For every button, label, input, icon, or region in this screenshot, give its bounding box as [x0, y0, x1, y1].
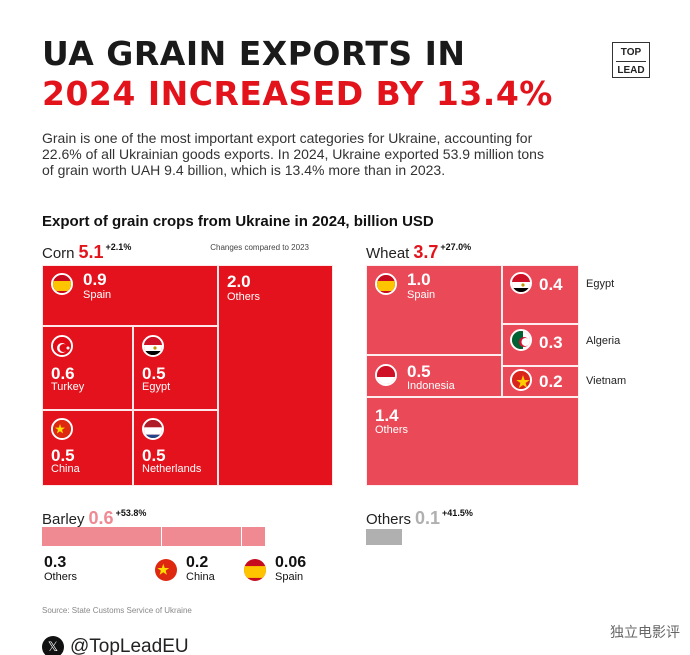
flag-indonesia-icon	[375, 364, 397, 386]
flag-spain-icon	[375, 273, 397, 295]
headline-line-1: UA GRAIN EXPORTS IN	[42, 34, 466, 73]
flag-algeria-icon	[510, 329, 532, 351]
wheat-algeria-label: Algeria	[586, 335, 621, 347]
corn-tile-others: 2.0 Others	[218, 265, 333, 486]
tile-value: 0.5	[142, 364, 166, 383]
wheat-tile-algeria: 0.3	[502, 324, 579, 366]
flag-spain-icon	[51, 273, 73, 295]
intro-paragraph: Grain is one of the most important expor…	[42, 130, 544, 178]
tile-country: Netherlands	[142, 463, 202, 475]
wheat-egypt-label: Egypt	[586, 278, 615, 290]
change-note-text: Changes compared to 2023	[210, 243, 309, 252]
chart-subtitle: Export of grain crops from Ukraine in 20…	[42, 213, 434, 230]
barley-header: Barley 0.6 +53.8%	[42, 508, 146, 529]
wheat-change: +27.0%	[440, 242, 472, 252]
wheat-vietnam-label: Vietnam	[586, 375, 627, 387]
barley-segment-others	[42, 527, 162, 546]
tile-country: Others	[375, 424, 409, 436]
barley-spain: 0.06 Spain	[275, 554, 307, 584]
corn-header: Corn 5.1 +2.1%	[42, 242, 131, 263]
tile-value: 0.5	[407, 362, 431, 381]
flag-china-icon	[153, 557, 179, 583]
x-icon: 𝕏	[42, 636, 64, 655]
tile-country: Turkey	[51, 381, 85, 393]
flag-egypt-icon	[510, 272, 532, 294]
wheat-header: Wheat 3.7 +27.0%	[366, 242, 471, 263]
tile-value: 2.0	[227, 272, 251, 291]
tile-value: 0.5	[51, 446, 75, 465]
tile-value: 1.4	[375, 406, 399, 425]
corn-tile-netherlands: 0.5 Netherlands	[133, 410, 218, 486]
corn-tile-egypt: 0.5 Egypt	[133, 326, 218, 410]
corn-change: +2.1%	[105, 242, 132, 252]
flag-turkey-icon	[51, 335, 73, 357]
others-header: Others 0.1 +41.5%	[366, 508, 473, 529]
tile-value: 0.9	[83, 270, 107, 289]
change-note: Changes compared to 2023	[208, 243, 309, 252]
tile-country: Spain	[407, 289, 436, 301]
watermark: 独立电影评	[610, 624, 680, 640]
tile-country: Spain	[83, 289, 112, 301]
social-handle-text: @TopLeadEU	[70, 636, 189, 655]
logo-top: TOP	[620, 47, 642, 58]
barley-label: Barley	[42, 511, 85, 528]
barley-others-value: 0.3	[44, 554, 67, 571]
wheat-label: Wheat	[366, 245, 410, 262]
tile-value: 0.3	[539, 333, 563, 352]
tile-country: Others	[227, 291, 261, 303]
wheat-tile-spain: 1.0 Spain	[366, 265, 502, 355]
corn-total: 5.1	[78, 242, 104, 262]
social-handle[interactable]: 𝕏 @TopLeadEU	[42, 636, 189, 655]
barley-spain-label: Spain	[275, 571, 304, 583]
flag-egypt-icon	[142, 335, 164, 357]
barley-segment-spain	[242, 527, 266, 546]
tile-country: Indonesia	[407, 380, 455, 392]
wheat-tile-others: 1.4 Others	[366, 397, 579, 486]
flag-netherlands-icon	[142, 418, 164, 440]
headline-line-2: 2024 INCREASED BY 13.4%	[42, 74, 553, 113]
corn-tile-china: 0.5 China	[42, 410, 133, 486]
tile-value: 0.2	[539, 372, 563, 391]
tile-country: Egypt	[142, 381, 171, 393]
source-note: Source: State Customs Service of Ukraine	[42, 606, 192, 615]
barley-china-value: 0.2	[186, 554, 209, 571]
others-label: Others	[366, 511, 412, 528]
barley-segment-china	[162, 527, 242, 546]
tile-value: 0.4	[539, 275, 563, 294]
wheat-tile-egypt: 0.4	[502, 265, 579, 324]
barley-china: 0.2 China	[186, 554, 215, 584]
others-bar	[366, 529, 402, 545]
wheat-tile-indonesia: 0.5 Indonesia	[366, 355, 502, 397]
others-total: 0.1	[415, 508, 441, 528]
barley-total: 0.6	[88, 508, 114, 528]
toplead-logo: TOP LEAD	[612, 42, 650, 78]
barley-others: 0.3 Others	[44, 554, 78, 584]
tile-value: 0.6	[51, 364, 75, 383]
tile-value: 1.0	[407, 270, 431, 289]
wheat-total: 3.7	[413, 242, 439, 262]
corn-label: Corn	[42, 245, 75, 262]
corn-tile-turkey: 0.6 Turkey	[42, 326, 133, 410]
barley-china-label: China	[186, 571, 215, 583]
corn-tile-spain: 0.9 Spain	[42, 265, 218, 326]
barley-change: +53.8%	[115, 508, 147, 518]
flag-spain-icon	[242, 557, 268, 583]
flag-vietnam-icon	[510, 369, 532, 391]
others-change: +41.5%	[442, 508, 473, 518]
tile-country: China	[51, 463, 80, 475]
barley-spain-value: 0.06	[275, 554, 307, 571]
barley-others-label: Others	[44, 571, 78, 583]
tile-value: 0.5	[142, 446, 166, 465]
flag-china-icon	[51, 418, 73, 440]
logo-bottom: LEAD	[617, 65, 645, 76]
wheat-tile-vietnam: 0.2	[502, 366, 579, 397]
